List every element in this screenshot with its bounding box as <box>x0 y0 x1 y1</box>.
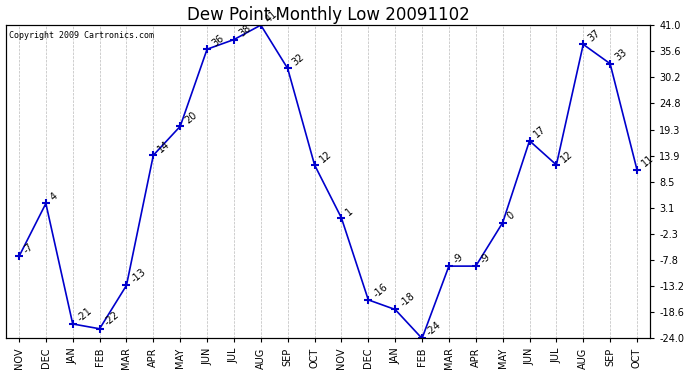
Text: -24: -24 <box>425 320 444 338</box>
Text: 38: 38 <box>237 23 253 39</box>
Text: 12: 12 <box>317 148 333 164</box>
Text: 20: 20 <box>183 110 199 126</box>
Text: -22: -22 <box>102 310 121 328</box>
Text: 17: 17 <box>532 124 548 140</box>
Text: 4: 4 <box>48 191 60 202</box>
Text: -13: -13 <box>129 267 148 285</box>
Text: Copyright 2009 Cartronics.com: Copyright 2009 Cartronics.com <box>9 32 154 40</box>
Text: 0: 0 <box>505 210 517 222</box>
Text: -21: -21 <box>75 305 94 323</box>
Text: 41: 41 <box>264 9 279 24</box>
Text: -7: -7 <box>22 242 36 256</box>
Text: 11: 11 <box>640 153 655 169</box>
Text: 36: 36 <box>210 33 226 48</box>
Title: Dew Point Monthly Low 20091102: Dew Point Monthly Low 20091102 <box>186 6 469 24</box>
Text: -9: -9 <box>479 252 493 266</box>
Text: 12: 12 <box>559 148 575 164</box>
Text: 37: 37 <box>586 28 602 44</box>
Text: -9: -9 <box>452 252 466 266</box>
Text: 32: 32 <box>290 52 306 68</box>
Text: 1: 1 <box>344 206 355 217</box>
Text: 14: 14 <box>156 139 172 154</box>
Text: -18: -18 <box>398 291 417 309</box>
Text: -16: -16 <box>371 281 390 299</box>
Text: 33: 33 <box>613 47 629 63</box>
